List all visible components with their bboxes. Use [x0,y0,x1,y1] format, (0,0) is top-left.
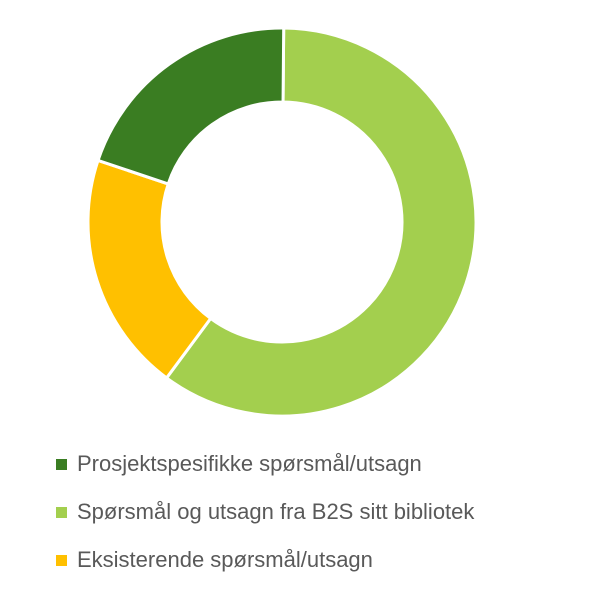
legend-item-b2s-bibliotek: Spørsmål og utsagn fra B2S sitt bibliote… [56,488,474,536]
donut-slice [96,26,286,186]
legend-swatch [56,506,67,518]
legend-item-eksisterende: Eksisterende spørsmål/utsagn [56,536,474,584]
legend-swatch [56,554,67,566]
donut-slice [86,158,213,381]
legend-label: Prosjektspesifikke spørsmål/utsagn [77,451,422,476]
legend-label: Spørsmål og utsagn fra B2S sitt bibliote… [77,499,475,524]
donut-slices [86,26,478,418]
legend-swatch [56,458,67,470]
legend-label: Eksisterende spørsmål/utsagn [77,547,373,572]
legend-item-prosjektspesifikke: Prosjektspesifikke spørsmål/utsagn [56,440,474,488]
chart-legend: Prosjektspesifikke spørsmål/utsagn Spørs… [56,440,474,584]
donut-slice [164,26,478,418]
